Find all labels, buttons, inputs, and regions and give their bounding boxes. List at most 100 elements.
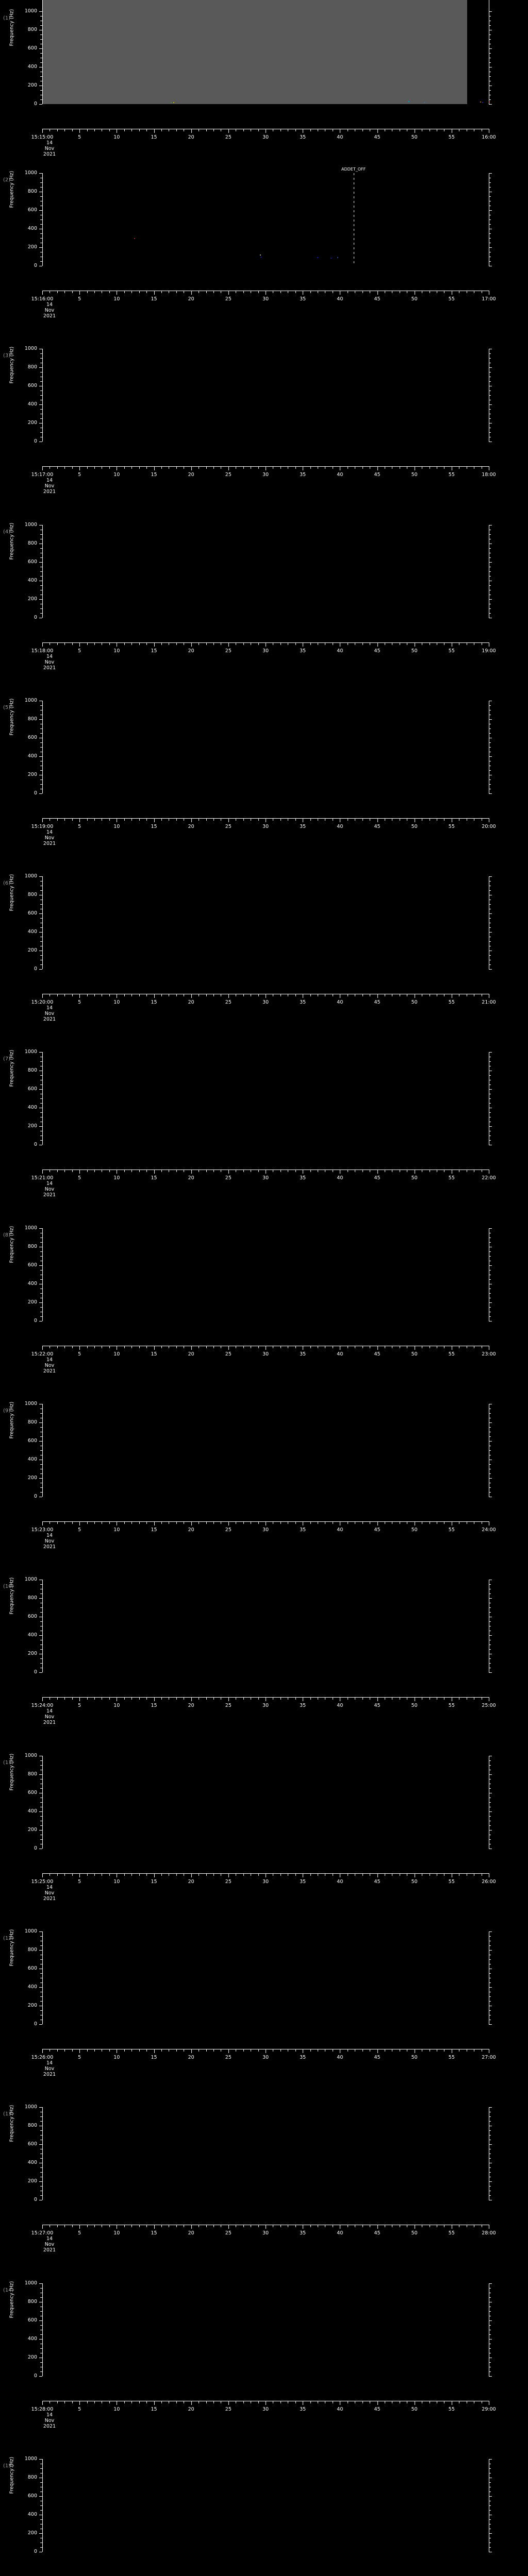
y-axis-minor-tick	[40, 575, 42, 577]
y-axis-tick-label: 0	[34, 1317, 37, 1324]
x-axis-major-tick	[228, 467, 229, 471]
x-axis-end-label: 28:00	[482, 2230, 496, 2236]
y-axis-tick-label: 400	[27, 1808, 37, 1814]
x-axis-date-label: Nov	[44, 2242, 55, 2248]
x-axis-major-tick	[42, 2225, 43, 2229]
y-axis-tick-label: 0	[34, 1669, 37, 1675]
x-axis-tick-label: 40	[337, 472, 343, 478]
x-axis-tick-label: 10	[113, 472, 120, 478]
x-axis-major-tick	[42, 1873, 43, 1877]
x-axis-date-label: 2021	[43, 151, 56, 157]
y-axis-right-tick	[489, 2135, 491, 2136]
x-axis-major-tick	[79, 291, 80, 295]
x-axis-minor-tick	[362, 129, 363, 131]
x-axis-minor-tick	[213, 129, 214, 131]
y-axis-tick-label: 1000	[24, 697, 37, 703]
detection-marker	[482, 102, 483, 104]
x-axis-tick-label: 35	[300, 472, 306, 478]
y-axis-tick-label: 0	[34, 614, 37, 620]
x-axis-tick-label: 35	[300, 823, 306, 829]
x-axis-minor-tick	[124, 2225, 125, 2228]
y-axis-right-tick	[489, 1825, 491, 1826]
x-axis-minor-tick	[131, 1873, 133, 1876]
x-axis-minor-tick	[139, 1170, 140, 1173]
y-axis-major-tick	[39, 1302, 42, 1303]
y-axis-right-tick	[489, 2158, 491, 2159]
y-axis-right-tick	[489, 76, 491, 77]
x-axis-tick-label: 50	[411, 823, 418, 829]
y-axis-right-tick	[489, 2510, 491, 2511]
y-axis-tick-label: 600	[27, 558, 37, 565]
y-axis-minor-tick	[40, 2362, 42, 2363]
y-axis-tick-label: 200	[27, 947, 37, 954]
x-axis-tick-label: 5	[78, 823, 81, 829]
x-axis-tick-label: 30	[262, 296, 269, 302]
x-axis-tick-label: 35	[300, 296, 306, 302]
y-axis-minor-tick	[40, 2482, 42, 2483]
y-axis-minor-tick	[40, 196, 42, 197]
y-axis-tick-label: 200	[27, 2530, 37, 2536]
y-axis-tick-label: 0	[34, 2548, 37, 2554]
y-axis-tick-label: 600	[27, 2141, 37, 2147]
x-axis-minor-tick	[124, 1873, 125, 1876]
x-axis-minor-tick	[161, 1873, 162, 1876]
y-axis-major-tick	[39, 210, 42, 211]
spectrogram-panel: 0 200 400 600 800 1000 Frequency (Hz) (8) 15:22:…	[0, 1216, 528, 1393]
y-axis-right-tick	[489, 2334, 491, 2335]
x-axis-minor-tick	[310, 2049, 311, 2052]
y-axis-right-tick	[489, 955, 491, 956]
x-axis-end-label: 17:00	[482, 296, 496, 302]
x-axis-tick-label: 5	[78, 1351, 81, 1357]
y-axis-tick-label: 1000	[24, 521, 37, 528]
y-axis-right-tick	[489, 705, 491, 706]
y-axis-minor-tick	[40, 918, 42, 919]
y-axis-right-tick	[489, 2116, 491, 2117]
spectrogram-panel: 0 200 400 600 800 1000 Frequency (Hz) (4) 15:18:…	[0, 513, 528, 689]
x-axis-minor-tick	[57, 1873, 58, 1876]
event-marker-label: ADDET_OFF	[341, 167, 366, 172]
y-axis-right-tick	[489, 1422, 492, 1423]
y-axis-minor-tick	[40, 613, 42, 614]
y-axis-left-spine	[42, 876, 43, 970]
y-axis-major-tick	[39, 11, 42, 12]
y-axis-tick-label: 800	[27, 716, 37, 722]
y-axis-right-tick	[489, 2338, 492, 2340]
y-axis-left-spine	[42, 1931, 43, 2024]
x-axis-tick-label: 10	[113, 2054, 120, 2060]
x-axis-date-label: 2021	[43, 1016, 56, 1023]
y-axis-tick-label: 800	[27, 1595, 37, 1601]
y-axis-right-tick	[489, 2496, 492, 2497]
panel-index-label: (3)	[3, 353, 11, 359]
x-axis-minor-tick	[94, 1170, 95, 1173]
x-axis-tick-label: 35	[300, 648, 306, 654]
y-axis-minor-tick	[40, 1612, 42, 1613]
x-axis-minor-tick	[109, 129, 110, 131]
x-axis-tick-label: 15	[151, 1527, 157, 1533]
y-axis-minor-tick	[40, 534, 42, 535]
x-axis-tick-label: 45	[374, 2054, 381, 2060]
y-axis-right-tick	[489, 2519, 491, 2520]
x-axis-tick-label: 50	[411, 1527, 418, 1533]
x-axis-minor-tick	[109, 2401, 110, 2403]
y-axis-right-tick	[489, 2297, 491, 2298]
y-axis-right-tick	[489, 932, 492, 933]
x-axis-minor-tick	[87, 818, 88, 821]
x-axis-major-tick	[228, 1698, 229, 1702]
y-axis-minor-tick	[40, 1293, 42, 1294]
x-axis-minor-tick	[362, 2401, 363, 2403]
x-axis-major-tick	[79, 1873, 80, 1877]
x-axis-major-tick	[377, 1346, 378, 1350]
x-axis-minor-tick	[146, 2049, 147, 2052]
y-axis-right-tick	[489, 1061, 491, 1062]
x-axis-tick-label: 55	[448, 1351, 455, 1357]
x-axis-minor-tick	[131, 818, 133, 821]
x-axis-minor-tick	[213, 2225, 214, 2228]
x-axis-date-label: Nov	[44, 308, 55, 313]
y-axis-major-tick	[39, 719, 42, 720]
x-axis-minor-tick	[87, 2049, 88, 2052]
y-axis-right-tick	[489, 261, 491, 262]
y-axis-minor-tick	[40, 2167, 42, 2168]
y-axis-right-tick	[489, 39, 491, 40]
y-axis-right-tick	[489, 1126, 492, 1127]
x-axis-major-tick	[377, 291, 378, 295]
